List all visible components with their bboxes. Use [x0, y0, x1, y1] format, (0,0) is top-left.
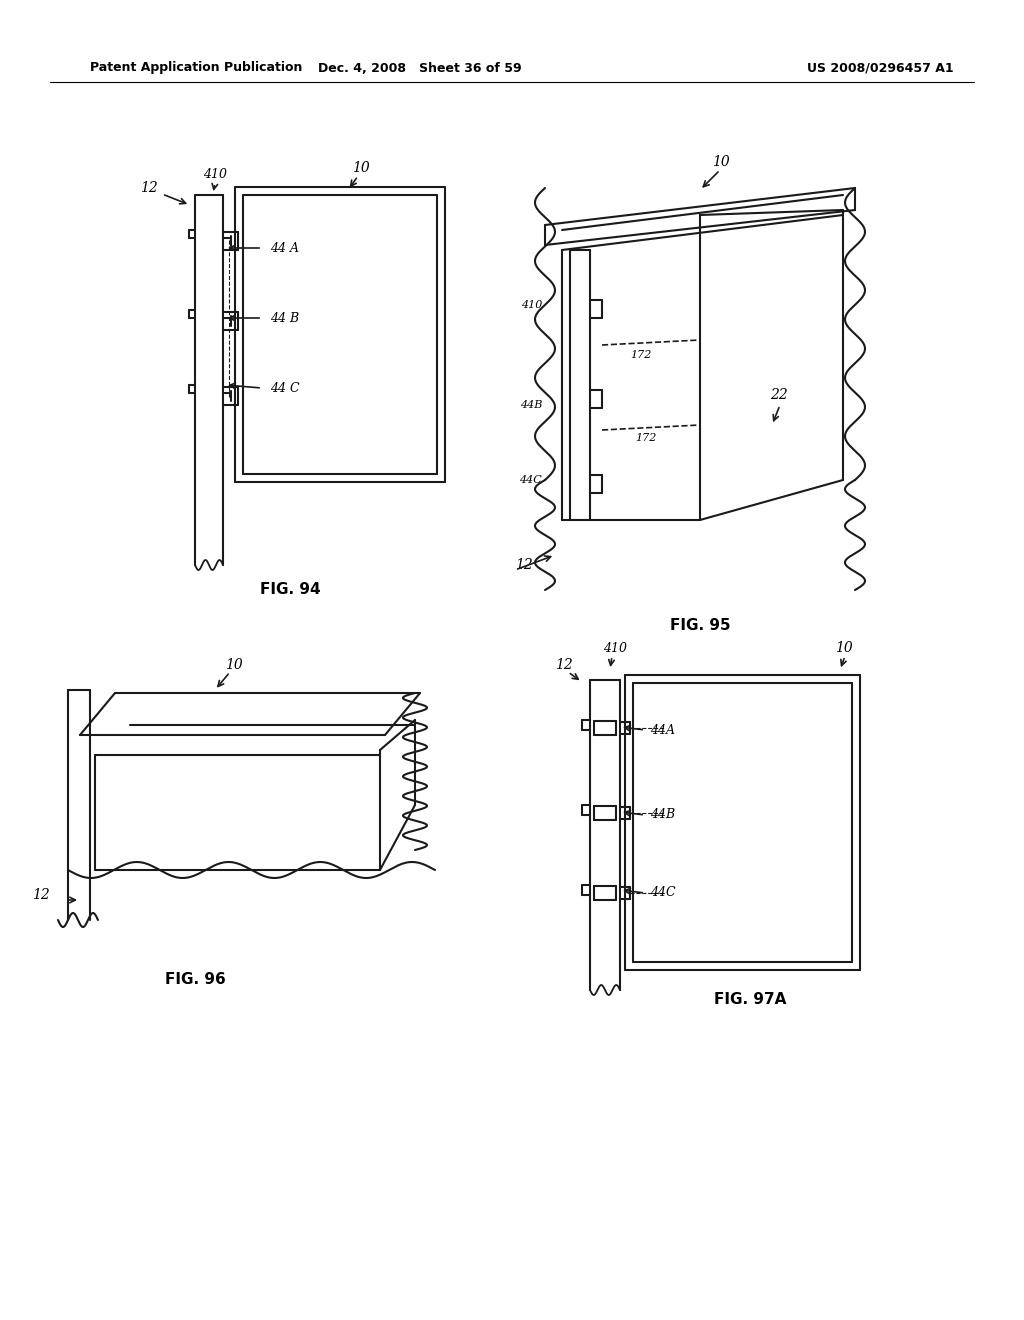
Text: 10: 10 [835, 642, 853, 655]
Text: 10: 10 [352, 161, 370, 176]
Text: 44C: 44C [650, 887, 676, 899]
Text: 12: 12 [32, 888, 50, 902]
Text: 410: 410 [203, 169, 227, 181]
Text: Patent Application Publication: Patent Application Publication [90, 62, 302, 74]
Text: 172: 172 [630, 350, 651, 360]
Text: 10: 10 [225, 657, 243, 672]
Text: 410: 410 [603, 642, 627, 655]
Text: 44C: 44C [519, 475, 542, 484]
Text: 22: 22 [770, 388, 787, 403]
Text: FIG. 94: FIG. 94 [260, 582, 321, 598]
Text: US 2008/0296457 A1: US 2008/0296457 A1 [807, 62, 953, 74]
Text: Dec. 4, 2008   Sheet 36 of 59: Dec. 4, 2008 Sheet 36 of 59 [318, 62, 522, 74]
Text: 44A: 44A [650, 723, 675, 737]
Text: 12: 12 [555, 657, 572, 672]
Text: FIG. 97A: FIG. 97A [714, 993, 786, 1007]
Text: FIG. 95: FIG. 95 [670, 618, 730, 632]
Text: 44 B: 44 B [270, 312, 299, 325]
Text: 12: 12 [140, 181, 158, 195]
Text: 172: 172 [635, 433, 656, 444]
Text: 44B: 44B [650, 808, 675, 821]
Text: 12: 12 [515, 558, 532, 572]
Text: 44 A: 44 A [270, 242, 299, 255]
Text: 410: 410 [520, 300, 542, 310]
Text: 44B: 44B [519, 400, 542, 411]
Text: 44 C: 44 C [270, 381, 300, 395]
Text: 10: 10 [712, 154, 730, 169]
Text: FIG. 96: FIG. 96 [165, 973, 225, 987]
